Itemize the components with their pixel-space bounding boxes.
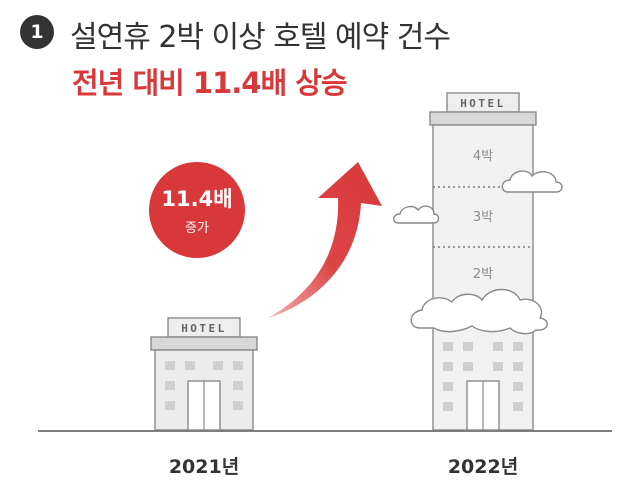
section-number-badge: 1: [20, 15, 54, 49]
hotel-windows-2022: [443, 342, 523, 411]
year-label-2022: 2022년: [447, 456, 519, 478]
hotel-roof-2021: [150, 336, 258, 351]
hotel-sign-text-2022: HOTEL: [460, 97, 506, 110]
page-subtitle: 전년 대비 11.4배 상승: [72, 66, 348, 100]
floor-label-2: 2박: [473, 267, 493, 282]
year-label-2021: 2021년: [168, 456, 240, 478]
cloud-large-icon: [410, 288, 548, 335]
increase-value: 11.4배: [161, 187, 232, 211]
floor-label-3: 3박: [473, 210, 493, 225]
hotel-2022: HOTEL 4박 3박 2박: [429, 92, 537, 431]
growth-arrow: [268, 162, 382, 318]
hotel-roof-2022: [429, 111, 537, 126]
hotel-windows-2021: [165, 361, 243, 410]
hotel-sign-text-2021: HOTEL: [181, 322, 227, 335]
increase-badge: [149, 162, 245, 258]
increase-caption: 증가: [185, 221, 209, 236]
floor-label-4: 4박: [473, 149, 493, 164]
hotel-2021: HOTEL: [150, 317, 258, 431]
cloud-right-icon: [501, 170, 563, 193]
cloud-left-icon: [393, 205, 440, 224]
page-title: 설연휴 2박 이상 호텔 예약 건수: [70, 20, 451, 55]
